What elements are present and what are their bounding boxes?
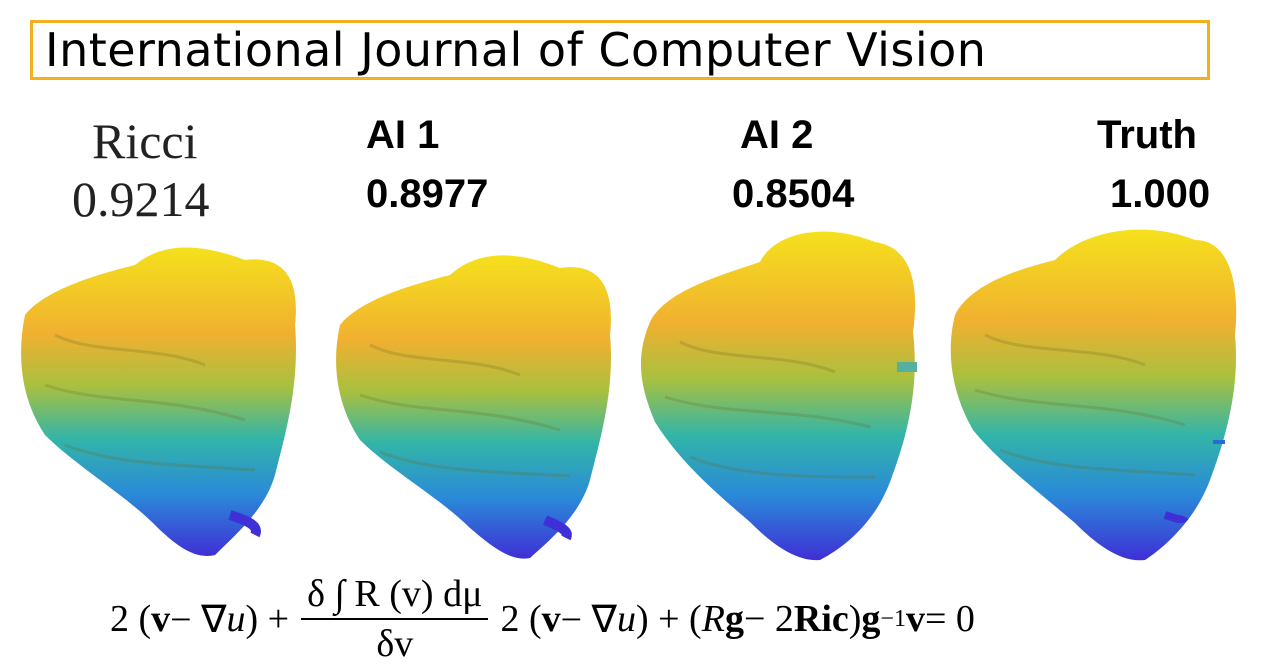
panel-score-ai2: 0.8504 [732,172,855,216]
eq-part-u1: u [226,598,246,640]
eq-fraction-numerator: δ ∫ R (v) dμ [301,572,489,620]
eq-part-v2: v [541,598,561,640]
eq-part-g-inverse: g [861,598,881,640]
mesh-ai2 [640,231,917,561]
mesh-ricci [21,247,296,556]
panel-label-ai2: AI 2 [740,113,814,157]
eq-part-minus-grad2: − ∇ [560,598,617,641]
eq-part-v3: v [905,598,925,640]
panel-score-ai1: 0.8977 [366,172,489,216]
mesh-ai1 [336,255,611,559]
eq-part-close-plus: ) + [245,598,290,640]
eq-part-Ric: Ric [793,598,849,640]
eq-part-u2: u [616,598,636,640]
ricci-flow-equation: 2 ( v − ∇ u ) + δ ∫ R (v) dμ δv 2 ( v − … [110,572,1270,666]
panel-label-ricci: Ricci [92,113,198,169]
eq-part-g: g [724,598,744,640]
eq-part-right-a: 2 ( [500,598,542,640]
eq-part-close: ) [848,598,862,640]
panel-label-truth: Truth [1097,113,1197,157]
eq-fraction: δ ∫ R (v) dμ δv [301,572,489,666]
eq-part-right-b: ) + ( [635,598,702,640]
eq-part-left: 2 ( [110,598,152,640]
eq-part-equals: = 0 [924,598,975,640]
eq-part-superscript: −1 [880,605,906,632]
eq-part-R: R [701,598,725,640]
mesh-truth [950,229,1237,561]
eq-part-minus2: − 2 [743,598,794,640]
panel-score-ricci: 0.9214 [72,171,210,227]
journal-title-box: International Journal of Computer Vision [30,20,1210,80]
eq-fraction-denominator: δv [376,623,414,665]
eq-part-v1: v [151,598,171,640]
panel-label-ai1: AI 1 [366,113,440,157]
journal-title: International Journal of Computer Vision [45,23,987,77]
eq-part-minus-grad1: − ∇ [170,598,227,641]
panel-score-truth: 1.000 [1110,172,1211,216]
